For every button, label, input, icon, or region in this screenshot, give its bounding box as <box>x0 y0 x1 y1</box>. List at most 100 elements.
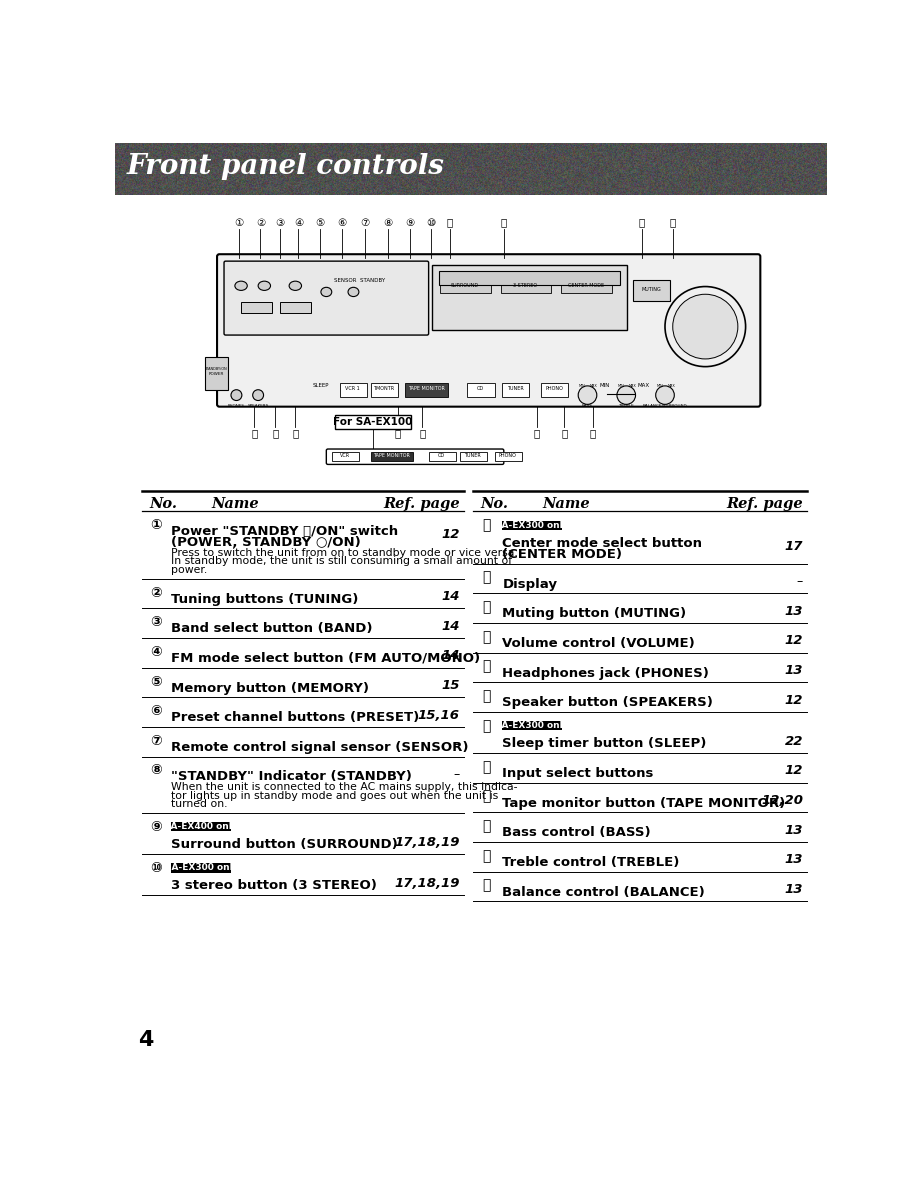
Text: BALANCE/SURROUND: BALANCE/SURROUND <box>643 404 688 407</box>
Text: ⑯: ⑯ <box>483 689 491 703</box>
Text: ⑬: ⑬ <box>483 600 491 614</box>
Text: ⑱: ⑱ <box>395 429 401 438</box>
Text: Name: Name <box>542 497 589 511</box>
Text: 17,18,19: 17,18,19 <box>394 835 460 848</box>
Text: TAPE MONITOR: TAPE MONITOR <box>408 386 444 391</box>
Text: power.: power. <box>172 564 207 575</box>
FancyBboxPatch shape <box>205 358 228 390</box>
Ellipse shape <box>321 287 331 297</box>
FancyBboxPatch shape <box>500 282 551 292</box>
Text: ⑦: ⑦ <box>361 217 370 228</box>
Text: "STANDBY" Indicator (STANDBY): "STANDBY" Indicator (STANDBY) <box>172 771 412 784</box>
Text: STANDBY/ON: STANDBY/ON <box>205 367 228 371</box>
Text: ①: ① <box>234 217 243 228</box>
Text: ⑱: ⑱ <box>483 760 491 775</box>
Text: Muting button (MUTING): Muting button (MUTING) <box>502 607 687 620</box>
Text: MIN: MIN <box>618 384 624 387</box>
Text: ⑮: ⑮ <box>252 429 257 438</box>
FancyBboxPatch shape <box>172 864 231 872</box>
Text: TMONTR: TMONTR <box>373 386 394 391</box>
Text: CD: CD <box>438 453 445 457</box>
Text: ⑭: ⑭ <box>483 630 491 644</box>
Text: 12: 12 <box>785 634 803 647</box>
Text: POWER: POWER <box>208 372 224 377</box>
Text: VCR: VCR <box>340 453 350 457</box>
Text: ⑪: ⑪ <box>446 217 453 228</box>
Text: Tuning buttons (TUNING): Tuning buttons (TUNING) <box>172 593 359 606</box>
Text: (POWER, STANDBY ○/ON): (POWER, STANDBY ○/ON) <box>172 537 361 549</box>
Text: 12,20: 12,20 <box>761 794 803 807</box>
Text: PHONO: PHONO <box>545 386 563 391</box>
Text: 3 STEREO: 3 STEREO <box>513 283 538 289</box>
Text: SA-EX300 only: SA-EX300 only <box>164 864 238 872</box>
Ellipse shape <box>235 282 247 290</box>
Text: 14: 14 <box>442 620 460 633</box>
FancyBboxPatch shape <box>335 415 410 429</box>
Text: SA-EX300 only: SA-EX300 only <box>496 721 569 731</box>
Text: Headphones jack (PHONES): Headphones jack (PHONES) <box>502 666 709 680</box>
Text: ②: ② <box>256 217 265 228</box>
Text: 4: 4 <box>138 1030 153 1050</box>
Text: ㉒: ㉒ <box>483 879 491 892</box>
Text: 13: 13 <box>785 823 803 836</box>
Text: Display: Display <box>502 577 557 590</box>
Text: 15: 15 <box>442 678 460 691</box>
FancyBboxPatch shape <box>541 383 568 397</box>
FancyBboxPatch shape <box>340 383 366 397</box>
Text: FM mode select button (FM AUTO/MONO): FM mode select button (FM AUTO/MONO) <box>172 652 480 665</box>
Text: TUNER: TUNER <box>465 453 481 457</box>
Text: ⑨: ⑨ <box>406 217 415 228</box>
Text: ⑦: ⑦ <box>150 734 162 748</box>
Text: BASS: BASS <box>582 404 593 407</box>
Text: Volume control (VOLUME): Volume control (VOLUME) <box>502 637 695 650</box>
FancyBboxPatch shape <box>502 520 563 530</box>
Circle shape <box>655 386 675 404</box>
Text: TUNER: TUNER <box>507 386 524 391</box>
FancyBboxPatch shape <box>224 261 429 335</box>
Circle shape <box>665 286 745 367</box>
Text: MAX: MAX <box>638 384 650 388</box>
Text: ⑤: ⑤ <box>150 675 162 689</box>
Text: Balance control (BALANCE): Balance control (BALANCE) <box>502 885 705 898</box>
Text: No.: No. <box>480 497 509 511</box>
Text: ⑫: ⑫ <box>483 570 491 584</box>
Text: SA-EX300 only: SA-EX300 only <box>496 520 569 530</box>
Text: ⑩: ⑩ <box>150 861 162 874</box>
Text: MIN: MIN <box>599 384 610 388</box>
Text: Tape monitor button (TAPE MONITOR): Tape monitor button (TAPE MONITOR) <box>502 797 786 810</box>
Text: 12: 12 <box>785 764 803 777</box>
Text: PHONO: PHONO <box>498 453 517 457</box>
Text: ⑩: ⑩ <box>426 217 435 228</box>
FancyBboxPatch shape <box>406 383 448 397</box>
FancyBboxPatch shape <box>172 822 231 832</box>
FancyBboxPatch shape <box>331 453 359 461</box>
Text: ㉑: ㉑ <box>483 849 491 862</box>
Text: ③: ③ <box>150 615 162 630</box>
FancyBboxPatch shape <box>495 453 521 461</box>
FancyBboxPatch shape <box>431 265 627 330</box>
Circle shape <box>231 390 241 400</box>
Text: CD: CD <box>477 386 484 391</box>
FancyBboxPatch shape <box>439 271 620 285</box>
Text: ⑬: ⑬ <box>639 217 644 228</box>
Text: 17: 17 <box>785 539 803 552</box>
Text: TREBLE: TREBLE <box>619 404 634 407</box>
Circle shape <box>252 390 263 400</box>
FancyBboxPatch shape <box>633 280 669 302</box>
Text: Speaker button (SPEAKERS): Speaker button (SPEAKERS) <box>502 696 713 709</box>
Text: ⑰: ⑰ <box>292 429 298 438</box>
FancyBboxPatch shape <box>371 453 413 461</box>
Text: (CENTER MODE): (CENTER MODE) <box>502 548 622 561</box>
Text: SLEEP: SLEEP <box>312 384 329 388</box>
Text: ⑳: ⑳ <box>534 429 541 438</box>
FancyBboxPatch shape <box>561 282 611 292</box>
FancyBboxPatch shape <box>502 721 563 731</box>
FancyBboxPatch shape <box>502 383 530 397</box>
FancyBboxPatch shape <box>326 449 504 465</box>
Text: MAX: MAX <box>629 384 636 387</box>
Text: ⑮: ⑮ <box>483 659 491 674</box>
Text: –: – <box>453 738 460 751</box>
Text: MIN: MIN <box>579 384 586 387</box>
Text: Preset channel buttons (PRESET): Preset channel buttons (PRESET) <box>172 712 420 725</box>
Text: ⑥: ⑥ <box>337 217 346 228</box>
